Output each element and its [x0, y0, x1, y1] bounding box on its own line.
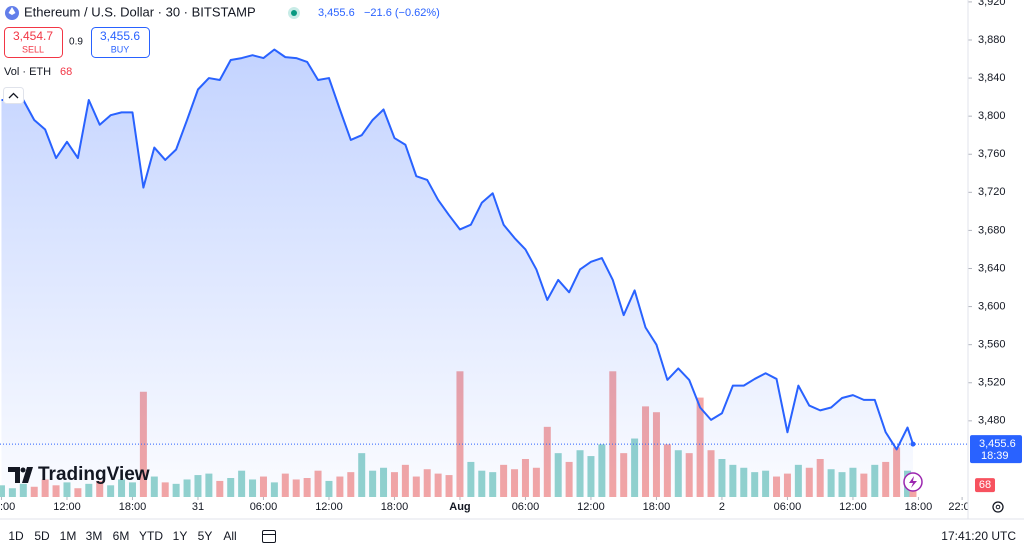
- y-tick-label: 3,680: [978, 224, 1006, 236]
- last-price-label: 3,455.6: [979, 438, 1016, 450]
- x-tick-label: 22:00: [948, 501, 976, 513]
- x-tick-label: 31: [192, 501, 204, 513]
- y-axis: 3,480 3,520 3,560 3,600 3,640 3,680 3,720 3,760…: [968, 0, 1022, 493]
- volume-tag: [975, 478, 995, 493]
- x-tick-label: 06:00: [250, 501, 278, 513]
- settings-icon[interactable]: [992, 501, 1004, 513]
- spread: 0.9: [69, 37, 83, 48]
- x-tick-label: Aug: [449, 501, 470, 513]
- buy-label: BUY: [111, 44, 130, 54]
- y-tick-label: 3,480: [978, 415, 1006, 427]
- logo-icon-dot: [20, 467, 26, 473]
- y-tick-label: 3,720: [978, 186, 1006, 198]
- x-tick-label: 06:00: [774, 501, 802, 513]
- logo-icon: [8, 467, 33, 483]
- countdown-label: 18:39: [981, 450, 1009, 462]
- x-tick-label: 18:00: [643, 501, 671, 513]
- clock: 17:41:20 UTC: [941, 529, 1016, 543]
- sell-label: SELL: [22, 44, 44, 54]
- range-button[interactable]: YTD: [139, 529, 163, 543]
- y-tick-label: 3,640: [978, 262, 1006, 274]
- volume-title: Vol · ETH: [4, 66, 51, 78]
- collapse-icon: [8, 92, 19, 99]
- x-tick-label: 18:00: [119, 501, 147, 513]
- sell-button[interactable]: [4, 27, 63, 58]
- collapse-button[interactable]: [3, 87, 24, 104]
- logo-text: TradingView: [38, 464, 150, 485]
- y-tick-label: 3,560: [978, 339, 1006, 351]
- range-button[interactable]: All: [223, 529, 236, 543]
- volume-last: 68: [60, 66, 72, 78]
- sell-price: 3,454.7: [13, 29, 53, 43]
- y-tick-label: 3,880: [978, 34, 1006, 46]
- header-change: −21.6 (−0.62%): [364, 7, 440, 19]
- settings-icon-core: [995, 504, 1001, 510]
- area-fill: [1, 49, 913, 497]
- range-button[interactable]: 5D: [34, 529, 50, 543]
- last-price-tag: [970, 435, 1022, 464]
- y-tick-label: 3,520: [978, 377, 1006, 389]
- range-button[interactable]: 5Y: [198, 529, 213, 543]
- plot-area: [0, 48, 968, 497]
- x-tick-label: 12:00: [53, 501, 81, 513]
- y-tick-label: 3,760: [978, 148, 1006, 160]
- range-toolbar: 1D 5D 1M 3M 6M YTD 1Y 5Y All: [8, 529, 236, 543]
- y-tick-label: 3,840: [978, 72, 1006, 84]
- x-tick-label: 12:00: [577, 501, 605, 513]
- x-tick-label: 18:00: [905, 501, 933, 513]
- header-price: 3,455.6: [318, 7, 355, 19]
- y-tick-label: 3,920: [978, 0, 1006, 8]
- range-button[interactable]: 6M: [113, 529, 130, 543]
- x-tick-label: 18:00: [381, 501, 409, 513]
- x-tick-label: 06:00: [512, 501, 540, 513]
- range-button[interactable]: 3M: [86, 529, 103, 543]
- x-tick-label: 06:00: [0, 501, 15, 513]
- x-axis: 06:00 12:00 18:00 31 06:00 12:00 18:00 Aug 06:00…: [0, 497, 976, 513]
- range-button[interactable]: 1M: [60, 529, 77, 543]
- market-status-dot: [291, 10, 297, 16]
- y-tick-label: 3,800: [978, 110, 1006, 122]
- volume-tag-label: 68: [979, 479, 991, 491]
- buy-button[interactable]: [91, 27, 150, 58]
- alert-icon: [909, 476, 917, 488]
- range-button[interactable]: 1Y: [173, 529, 188, 543]
- eth-icon-glyph: [8, 7, 16, 15]
- x-tick-label: 12:00: [315, 501, 343, 513]
- y-tick-label: 3,600: [978, 300, 1006, 312]
- x-tick-label: 2: [719, 501, 725, 513]
- symbol-title: Ethereum / U.S. Dollar · 30 · BITSTAMP: [24, 4, 256, 19]
- x-tick-label: 12:00: [839, 501, 867, 513]
- calendar-icon[interactable]: [262, 530, 276, 543]
- buy-price: 3,455.6: [100, 29, 140, 43]
- price-line: [1, 48, 914, 451]
- range-button[interactable]: 1D: [8, 529, 24, 543]
